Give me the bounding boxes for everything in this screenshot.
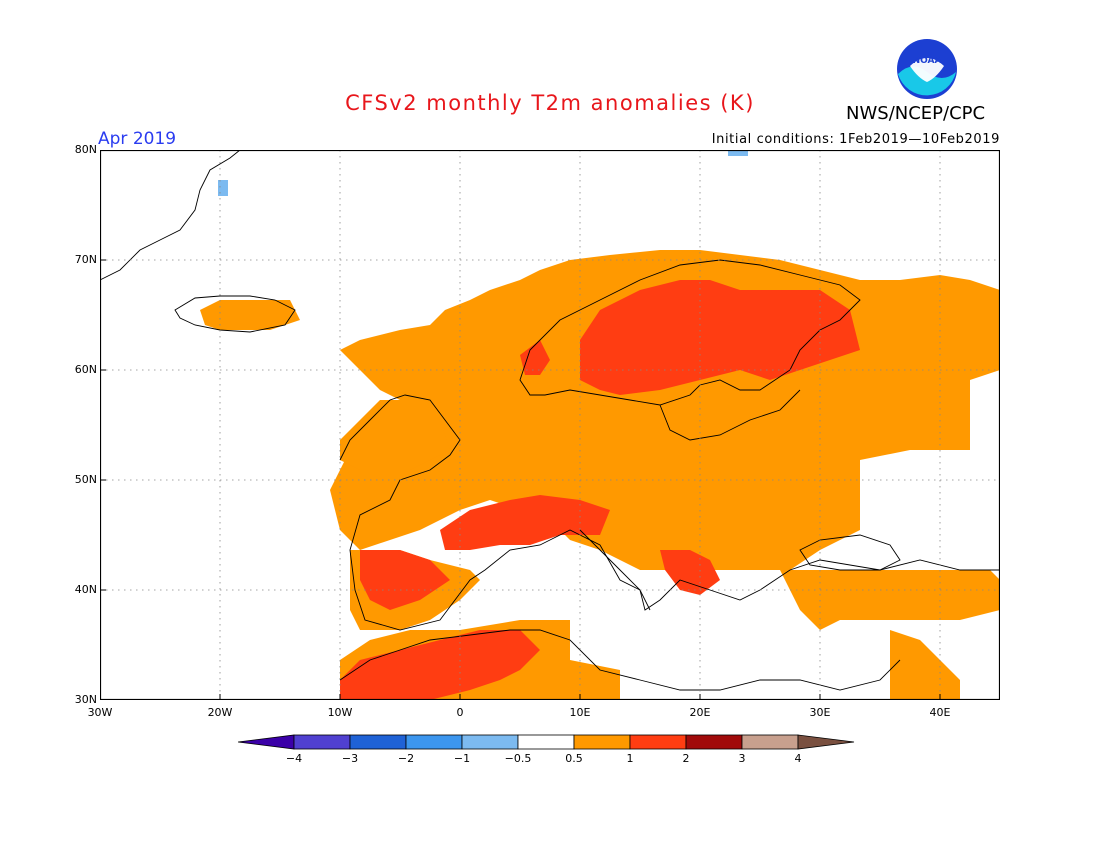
colorbar-swatch	[517, 734, 575, 750]
anomaly-region-alps-strong	[440, 495, 610, 550]
lat-label: 70N	[74, 253, 97, 266]
initial-conditions-label: Initial conditions: 1Feb2019—10Feb2019	[711, 132, 1000, 147]
colorbar-tick-label: −0.5	[504, 752, 532, 765]
colorbar-tick-label: −1	[453, 752, 471, 765]
colorbar-swatch	[629, 734, 687, 750]
coastline-baltic	[659, 389, 801, 441]
colorbar-max-arrow	[797, 734, 855, 750]
coastline-scandinavia	[519, 259, 861, 406]
lon-label: 10W	[327, 706, 353, 719]
anomaly-region-iceland	[200, 300, 300, 330]
organization-label: NWS/NCEP/CPC	[846, 103, 986, 124]
anomaly-region-british-isles	[340, 390, 450, 470]
anomaly-region-svalbard-cool	[728, 150, 748, 156]
lat-label: 60N	[74, 363, 97, 376]
lon-label: 20E	[689, 706, 711, 719]
lon-label: 10E	[569, 706, 591, 719]
colorbar-swatch	[405, 734, 463, 750]
anomaly-region-norway-coast-strong	[520, 340, 550, 375]
anomaly-region-scandinavia-strong	[580, 280, 860, 395]
coastline-black-sea	[799, 534, 901, 571]
colorbar-tick-label: −4	[285, 752, 303, 765]
coastline-italy	[579, 529, 651, 611]
lon-label: 40E	[929, 706, 951, 719]
colorbar-swatch	[349, 734, 407, 750]
coastline-north-africa	[339, 629, 901, 691]
anomaly-region-levant	[890, 630, 960, 700]
colorbar-tick-label: −3	[341, 752, 359, 765]
anomaly-region-balkans-strong	[660, 550, 720, 595]
anomaly-region-greenland-cool	[218, 180, 228, 196]
coastline-europe	[339, 394, 1000, 631]
noaa-logo-text: NOAA	[913, 56, 942, 66]
anomaly-region-iberia-strong	[360, 550, 450, 610]
colorbar	[238, 734, 855, 750]
map-title: CFSv2 monthly T2m anomalies (K)	[345, 91, 755, 115]
lon-label: 30W	[87, 706, 113, 719]
colorbar-tick-label: 3	[738, 752, 746, 765]
graticule-grid	[100, 150, 1000, 700]
anomaly-region-anatolia	[780, 570, 1000, 630]
lat-label: 30N	[74, 693, 97, 706]
colorbar-tick-label: 4	[794, 752, 802, 765]
colorbar-swatch	[461, 734, 519, 750]
colorbar-tick-label: −2	[397, 752, 415, 765]
valid-month-label: Apr 2019	[98, 129, 177, 149]
colorbar-tick-label: 2	[682, 752, 690, 765]
lat-label: 40N	[74, 583, 97, 596]
noaa-logo: NOAA	[897, 39, 957, 99]
colorbar-tick-label: 0.5	[565, 752, 583, 765]
anomaly-map	[100, 150, 1000, 700]
colorbar-min-arrow	[238, 734, 295, 750]
map-border	[100, 150, 1000, 700]
colorbar-swatch	[573, 734, 631, 750]
lat-label: 80N	[74, 143, 97, 156]
colorbar-tick-label: 1	[626, 752, 634, 765]
anomaly-fill-layer	[200, 150, 1000, 700]
colorbar-swatch	[741, 734, 799, 750]
coastline-greenland	[100, 150, 241, 281]
lon-label: 30E	[809, 706, 831, 719]
lon-label: 20W	[207, 706, 233, 719]
lat-label: 50N	[74, 473, 97, 486]
lon-label: 0	[456, 706, 464, 719]
axis-ticks	[100, 150, 941, 700]
colorbar-swatch	[685, 734, 743, 750]
coastline-iceland	[174, 295, 296, 333]
colorbar-swatch	[293, 734, 351, 750]
anomaly-region-maghreb-strong	[340, 630, 540, 700]
